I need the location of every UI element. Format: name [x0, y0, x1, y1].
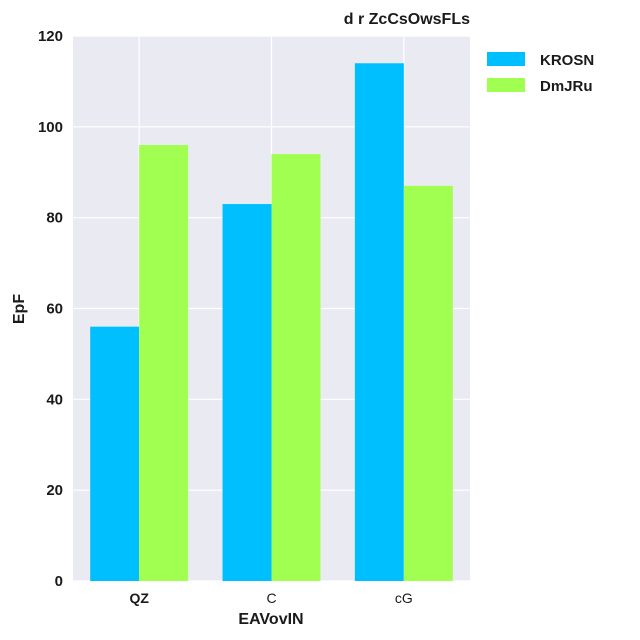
- bar-dmjru-c: [271, 154, 321, 582]
- bar-krosn-qz: [90, 326, 140, 581]
- y-tick-labels: 0 20 40 60 80 100 120: [38, 28, 63, 590]
- bar-krosn-cg: [354, 63, 404, 581]
- x-tick-label: cG: [395, 590, 413, 606]
- bar-krosn-c: [222, 204, 272, 581]
- y-tick-label: 120: [38, 28, 63, 45]
- x-tick-label: QZ: [129, 590, 149, 606]
- x-axis-label: EAVovIN: [238, 611, 303, 628]
- y-tick-label: 100: [38, 119, 63, 136]
- legend: KROSN DmJRu: [487, 52, 594, 95]
- y-tick-label: 0: [55, 573, 63, 590]
- legend-swatch-kroSN: [487, 52, 525, 66]
- chart-title: d r ZcCsOwsFLs: [344, 11, 470, 28]
- legend-swatch-dmjru: [487, 78, 525, 92]
- y-tick-label: 80: [46, 210, 63, 227]
- y-tick-label: 60: [46, 301, 63, 318]
- legend-label-dmjru: DmJRu: [540, 78, 593, 95]
- bar-dmjru-cg: [403, 185, 453, 581]
- legend-label-kroSN: KROSN: [540, 52, 594, 69]
- y-tick-label: 20: [46, 482, 63, 499]
- x-tick-label: C: [266, 590, 276, 606]
- y-tick-label: 40: [46, 391, 63, 408]
- bar-dmjru-qz: [139, 145, 189, 581]
- bars: [90, 63, 453, 582]
- y-axis-label: EpF: [11, 294, 28, 324]
